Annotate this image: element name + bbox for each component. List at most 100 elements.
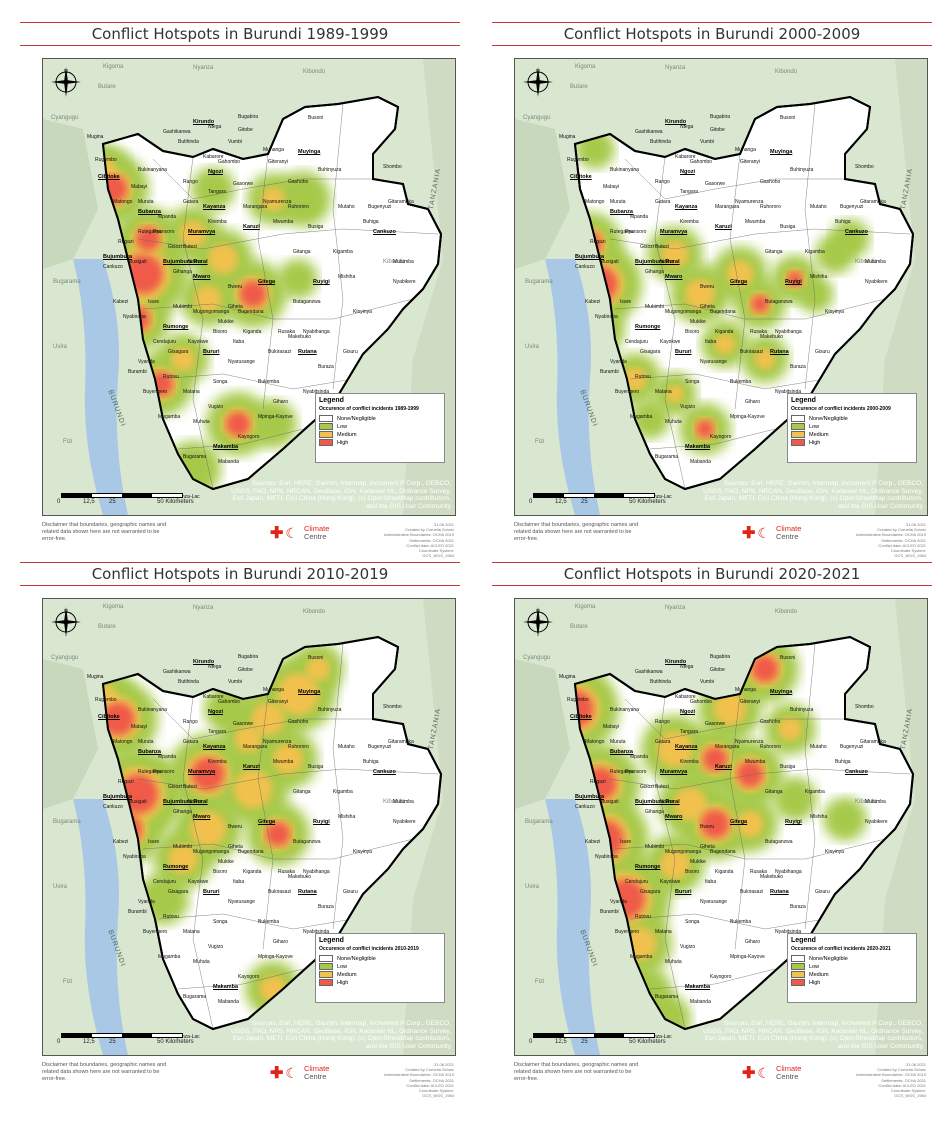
commune-label: Busoni bbox=[780, 655, 796, 661]
disclaimer: Disclaimer that boundaries, geographic n… bbox=[42, 522, 167, 543]
commune-label: Muhanga bbox=[735, 147, 756, 153]
panel-title: Conflict Hotspots in Burundi 2020-2021 bbox=[492, 562, 932, 586]
commune-label: Kiremba bbox=[680, 219, 699, 225]
commune-label: Ruhororo bbox=[288, 744, 309, 750]
map-metadata: 31.08.2021 Created by Cornelia Scholz Admi… bbox=[364, 1062, 454, 1098]
commune-label: Gitanga bbox=[293, 789, 311, 795]
metadata-line: Created by Cornelia Scholz bbox=[877, 1067, 926, 1073]
legend-subtitle: Occurence of conflict incidents 2000-200… bbox=[791, 406, 891, 412]
metadata-line: 31.08.2021 bbox=[433, 522, 454, 527]
metadata-line: GCS_WGS_1984 bbox=[894, 1093, 926, 1099]
commune-label: Mutaho bbox=[810, 204, 827, 210]
province-label: Bururi bbox=[203, 889, 220, 895]
north-arrow-icon: N bbox=[521, 65, 555, 99]
province-label: Rumonge bbox=[163, 324, 189, 330]
commune-label: Kigamba bbox=[805, 789, 825, 795]
legend-label: Low bbox=[337, 963, 348, 970]
commune-label: Gihanga bbox=[645, 809, 664, 815]
commune-label: Busoni bbox=[308, 115, 324, 121]
commune-label: Vumbi bbox=[700, 139, 714, 145]
province-label: Kirundo bbox=[665, 659, 687, 665]
commune-label: Kiganda bbox=[715, 869, 734, 875]
metadata-line: Conflict data: ACLED 2021 bbox=[878, 1082, 926, 1088]
commune-label: Kabarore bbox=[203, 154, 224, 160]
province-label: Bubanza bbox=[610, 209, 633, 215]
svg-text:N: N bbox=[536, 69, 540, 75]
province-label: Makamba bbox=[213, 984, 239, 990]
commune-label: Rutegama bbox=[138, 769, 162, 775]
commune-label: Mugina bbox=[559, 674, 576, 680]
commune-label: Gahombo bbox=[690, 699, 712, 705]
commune-label: Kigamba bbox=[333, 789, 353, 795]
commune-label: Giteranyi bbox=[268, 699, 289, 705]
map-metadata: 31.08.2021 Created by Cornelia Scholz Admi… bbox=[836, 1062, 926, 1098]
disclaimer: Disclaimer that boundaries, geographic n… bbox=[514, 522, 639, 543]
lake-tanganyika bbox=[545, 259, 600, 515]
scale-label: 25 bbox=[109, 1039, 116, 1045]
commune-label: Nyabihanga bbox=[303, 329, 330, 335]
commune-label: Mpanda bbox=[158, 214, 177, 220]
commune-label: Rango bbox=[183, 179, 198, 185]
panel-title: Conflict Hotspots in Burundi 2000-2009 bbox=[492, 22, 932, 46]
legend-label: Low bbox=[337, 423, 348, 430]
province-label: Mwaro bbox=[665, 814, 683, 820]
legend-row: Medium bbox=[319, 971, 441, 978]
commune-label: Mugongomanga bbox=[665, 309, 702, 315]
background-place-label: Kigoma bbox=[575, 64, 596, 70]
commune-label: Ryansoro bbox=[153, 229, 175, 235]
commune-label: Cendajuru bbox=[625, 339, 649, 345]
commune-label: Kabezi bbox=[113, 299, 129, 305]
province-label: Bubanza bbox=[610, 749, 633, 755]
commune-label: Cendajuru bbox=[153, 879, 177, 885]
province-label: Karuzi bbox=[243, 224, 260, 230]
commune-label: Tangara bbox=[680, 729, 699, 735]
panel-title: Conflict Hotspots in Burundi 1989-1999 bbox=[20, 22, 460, 46]
commune-label: Cankuzo bbox=[103, 264, 123, 270]
commune-label: Gisozi bbox=[168, 244, 182, 250]
commune-label: Buyengero bbox=[615, 929, 640, 935]
commune-label: Rutovu bbox=[635, 374, 651, 380]
commune-label: Mukike bbox=[690, 319, 706, 325]
commune-label: Burambi bbox=[128, 369, 147, 375]
commune-label: Mutumba bbox=[393, 259, 414, 265]
commune-label: Mabanda bbox=[218, 459, 239, 465]
map-legend: Legend Occurence of conflict incidents 20… bbox=[315, 933, 445, 1003]
commune-label: Songa bbox=[685, 379, 700, 385]
commune-label: Kayokwe bbox=[660, 339, 681, 345]
commune-label: Bukemba bbox=[258, 379, 280, 385]
commune-label: Isare bbox=[148, 839, 160, 845]
commune-label: Gatara bbox=[655, 739, 671, 745]
commune-label: Rugazi bbox=[118, 779, 134, 785]
map-canvas bbox=[515, 599, 927, 1055]
commune-label: Gisagara bbox=[168, 889, 189, 895]
commune-label: Mwumba bbox=[745, 759, 766, 765]
svg-text:N: N bbox=[64, 609, 68, 615]
commune-label: Burambi bbox=[600, 909, 619, 915]
commune-label: Mpinga-Kayove bbox=[730, 954, 765, 960]
commune-label: Mabanda bbox=[690, 999, 711, 1005]
background-place-label: Cyangugu bbox=[523, 655, 551, 661]
metadata-line: Created by Cornelia Scholz bbox=[877, 527, 926, 533]
commune-label: Rugombo bbox=[95, 157, 117, 163]
metadata-line: Created by Cornelia Scholz bbox=[405, 1067, 454, 1073]
commune-label: Giteranyi bbox=[268, 159, 289, 165]
legend-swatch bbox=[791, 955, 805, 962]
legend-row: Low bbox=[319, 963, 441, 970]
commune-label: Kayogoro bbox=[238, 974, 260, 980]
commune-label: Busiga bbox=[780, 224, 796, 230]
map-sources: Sources: Esri, HERE, Garmin, Intermap, i… bbox=[231, 479, 451, 511]
commune-label: Giharo bbox=[273, 399, 289, 405]
commune-label: Burambi bbox=[600, 369, 619, 375]
commune-label: Butezi bbox=[655, 784, 669, 790]
commune-label: Butihinda bbox=[650, 139, 671, 145]
province-label: Rumonge bbox=[635, 864, 661, 870]
metadata-line: Administrative Boundaries: OCHA 2019 bbox=[855, 532, 926, 538]
commune-label: Gahombo bbox=[690, 159, 712, 165]
commune-label: Gitaramuka bbox=[860, 739, 886, 745]
background-place-label: Fizi bbox=[535, 439, 545, 445]
commune-label: Nyanza-Lac bbox=[173, 1034, 200, 1040]
commune-label: Rango bbox=[655, 719, 670, 725]
red-cross-icon: ✚ bbox=[742, 1065, 756, 1082]
legend-row: None/Negligible bbox=[319, 415, 441, 422]
commune-label: Cankuzo bbox=[575, 264, 595, 270]
